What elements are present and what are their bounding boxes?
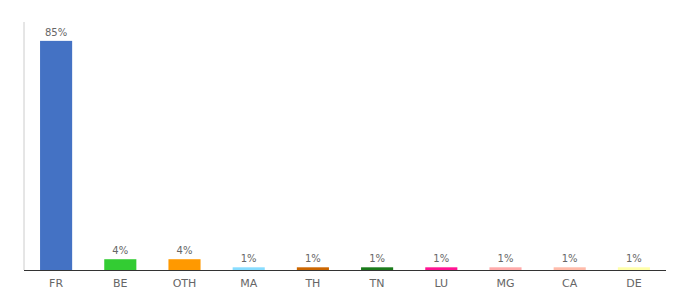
bar	[233, 267, 265, 270]
data-label: 1%	[433, 253, 449, 264]
x-tick-label: TN	[369, 277, 385, 290]
bar	[618, 267, 650, 270]
data-label: 1%	[369, 253, 385, 264]
bar	[489, 267, 521, 270]
x-tick-label: MA	[240, 277, 257, 290]
x-tick-label: MG	[496, 277, 514, 290]
data-label: 1%	[498, 253, 514, 264]
data-label: 4%	[112, 245, 128, 256]
bar	[297, 267, 329, 270]
x-tick-label: LU	[434, 277, 448, 290]
chart-container: FR BE OTH MA TH TN LU MG CA DE 85% 4% 4% 1% 1% 1% 1% 1% 1%…	[0, 0, 680, 300]
data-label: 1%	[241, 253, 257, 264]
chart-svg: FR BE OTH MA TH TN LU MG CA DE 85% 4% 4% 1% 1% 1% 1% 1% 1%…	[0, 0, 680, 300]
bar	[361, 267, 393, 270]
data-label: 4%	[177, 245, 193, 256]
bars	[40, 41, 650, 270]
data-label: 1%	[562, 253, 578, 264]
x-tick-label: CA	[562, 277, 578, 290]
x-tick-label: OTH	[173, 277, 197, 290]
bar	[40, 41, 72, 270]
x-tick-label: DE	[626, 277, 641, 290]
bar	[104, 259, 136, 270]
data-label: 85%	[45, 27, 67, 38]
x-tick-label: FR	[49, 277, 63, 290]
data-label: 1%	[305, 253, 321, 264]
x-tick-label: BE	[113, 277, 128, 290]
x-tick-label: TH	[304, 277, 320, 290]
bar	[168, 259, 200, 270]
x-axis-line	[24, 270, 666, 271]
data-label: 1%	[626, 253, 642, 264]
bar	[554, 267, 586, 270]
bar	[425, 267, 457, 270]
y-axis-line	[24, 22, 25, 270]
